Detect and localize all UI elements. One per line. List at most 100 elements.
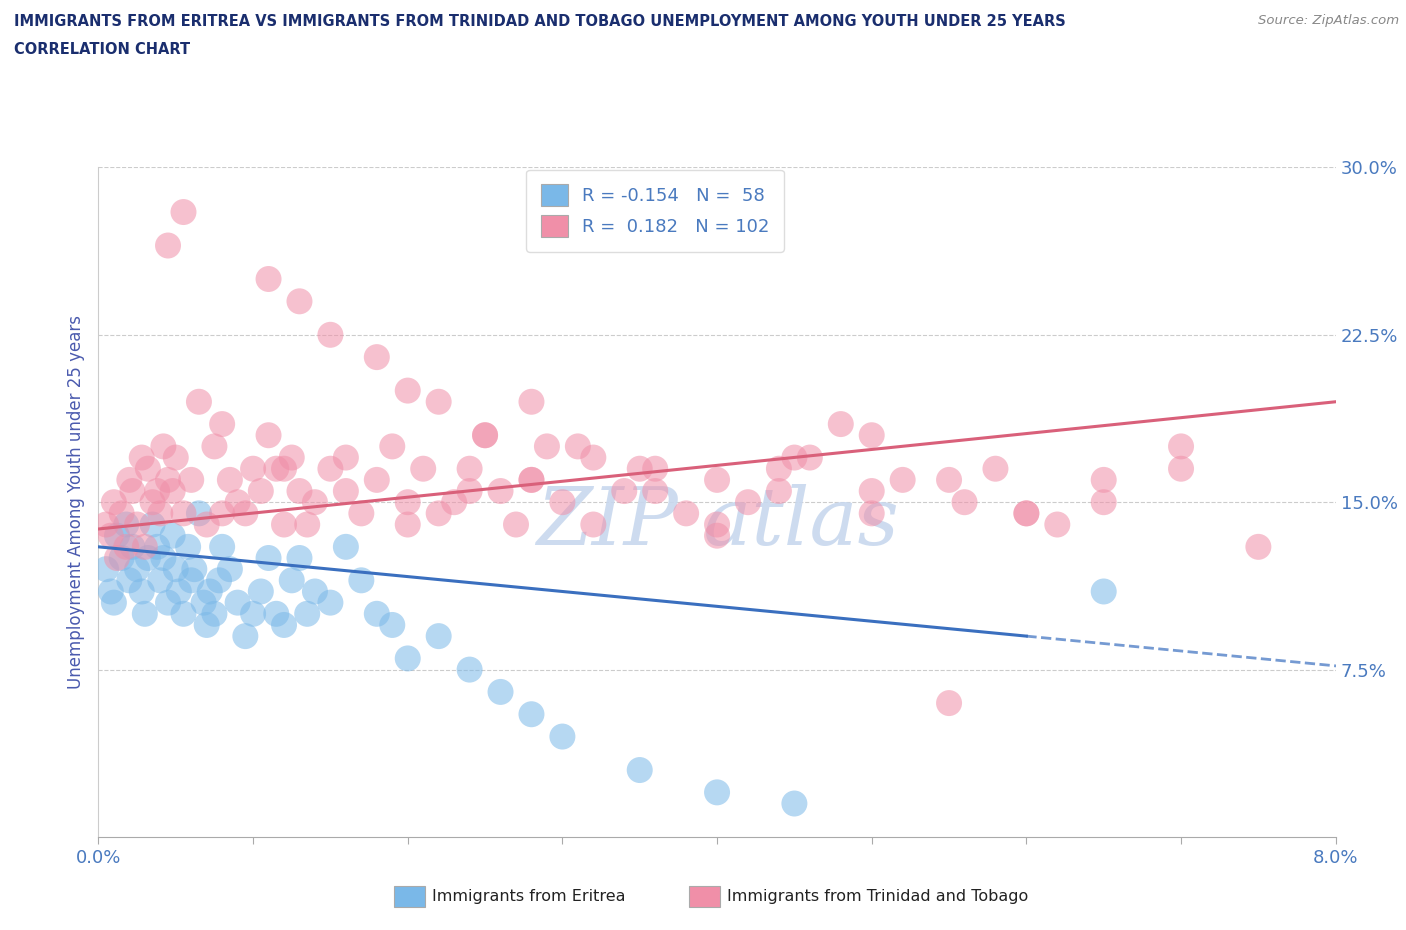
Point [204,439,226,454]
Point [152,551,174,565]
Point [799,450,821,465]
Point [1170,439,1192,454]
Point [830,417,852,432]
Text: CORRELATION CHART: CORRELATION CHART [14,42,190,57]
Point [860,428,883,443]
Point [288,294,311,309]
Y-axis label: Unemployment Among Youth under 25 years: Unemployment Among Youth under 25 years [66,315,84,689]
Point [427,506,450,521]
Point [198,584,221,599]
Point [152,439,174,454]
Point [273,461,295,476]
Point [118,573,141,588]
Point [195,618,218,632]
Point [264,606,288,621]
Point [381,439,404,454]
Point [350,506,373,521]
Point [242,606,264,621]
Point [304,495,326,510]
Point [157,472,180,487]
Point [103,595,125,610]
Point [1015,506,1038,521]
Point [257,272,280,286]
Point [288,551,311,565]
Point [105,551,128,565]
Point [319,461,342,476]
Point [427,629,450,644]
Point [938,472,960,487]
Point [121,484,143,498]
Point [134,606,156,621]
Text: IMMIGRANTS FROM ERITREA VS IMMIGRANTS FROM TRINIDAD AND TOBAGO UNEMPLOYMENT AMON: IMMIGRANTS FROM ERITREA VS IMMIGRANTS FR… [14,14,1066,29]
Point [100,528,122,543]
Point [474,428,496,443]
Point [706,528,728,543]
Point [226,495,249,510]
Point [141,517,165,532]
Point [520,472,543,487]
Point [953,495,976,510]
Point [257,428,280,443]
Point [180,472,202,487]
Point [706,785,728,800]
Point [141,495,165,510]
Point [304,584,326,599]
Point [474,428,496,443]
Point [366,472,388,487]
Point [1092,472,1115,487]
Text: Immigrants from Trinidad and Tobago: Immigrants from Trinidad and Tobago [727,889,1028,904]
Point [536,439,558,454]
Point [111,551,132,565]
Point [489,684,512,699]
Point [675,506,697,521]
Point [233,506,257,521]
Point [134,539,156,554]
Point [172,506,194,521]
Point [1046,517,1069,532]
Point [149,573,172,588]
Point [264,461,288,476]
Point [319,595,342,610]
Text: ZIP atlas: ZIP atlas [536,484,898,561]
Point [172,606,194,621]
Point [131,450,153,465]
Point [381,618,404,632]
Point [1092,584,1115,599]
Point [105,528,128,543]
Point [165,562,187,577]
Point [162,484,184,498]
Point [396,383,419,398]
Point [233,629,257,644]
Point [121,539,143,554]
Point [628,763,651,777]
Point [288,484,311,498]
Point [167,584,190,599]
Point [211,417,233,432]
Point [115,539,138,554]
Point [131,584,153,599]
Point [281,573,304,588]
Point [219,472,242,487]
Point [350,573,373,588]
Point [505,517,527,532]
Point [188,394,211,409]
Point [111,506,132,521]
Point [551,729,574,744]
Text: Immigrants from Eritrea: Immigrants from Eritrea [432,889,626,904]
Text: Source: ZipAtlas.com: Source: ZipAtlas.com [1258,14,1399,27]
Point [412,461,434,476]
Point [195,517,218,532]
Point [281,450,304,465]
Point [443,495,465,510]
Point [211,539,233,554]
Point [100,584,122,599]
Point [520,707,543,722]
Point [489,484,512,498]
Point [366,606,388,621]
Point [136,551,159,565]
Point [180,573,202,588]
Point [146,539,169,554]
Point [319,327,342,342]
Point [273,618,295,632]
Point [146,484,169,498]
